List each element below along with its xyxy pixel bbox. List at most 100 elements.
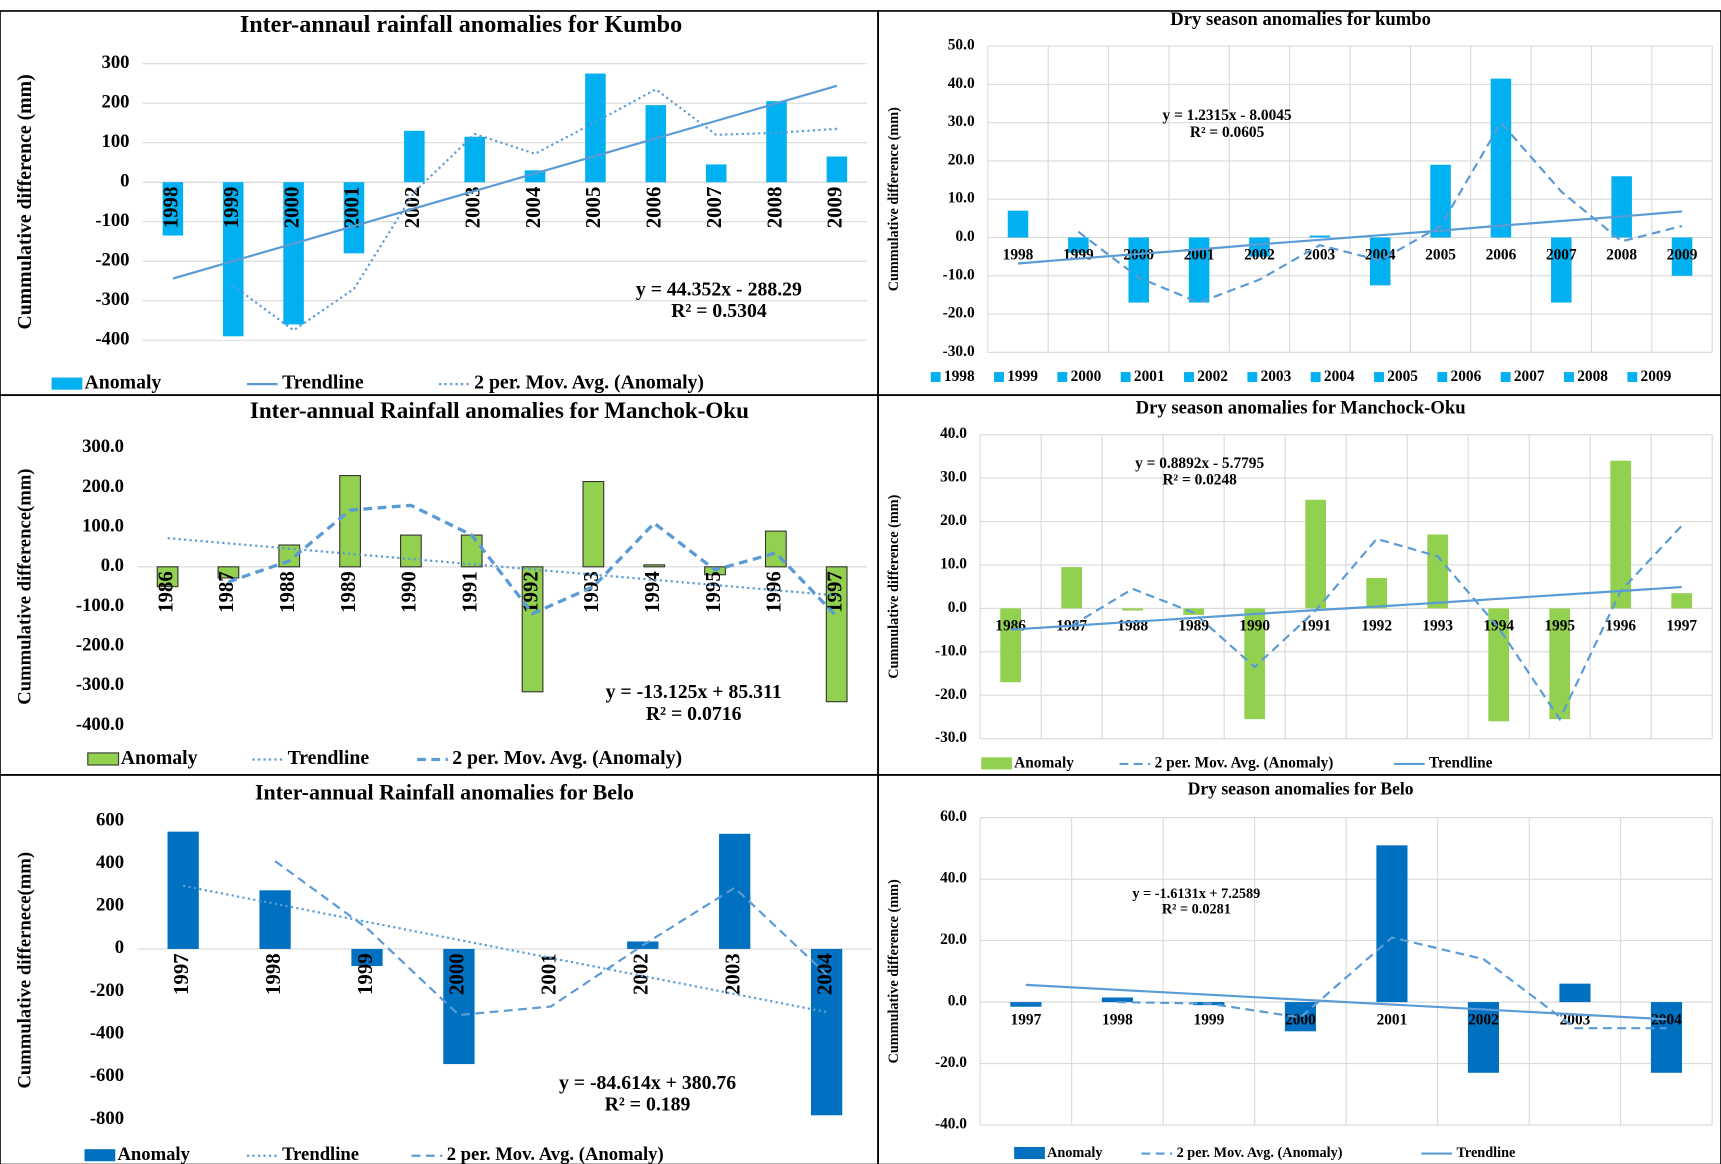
x-tick-label: 1992 [518,571,542,613]
x-tick-label: 2002 [1244,247,1275,264]
bar [521,566,544,693]
x-tick-label: 1987 [214,571,238,613]
bar [1650,1002,1683,1073]
r-squared: R² = 0.0248 [1162,472,1237,489]
legend-swatch [1310,372,1321,382]
bar [1610,460,1632,609]
x-tick-label: 1997 [1011,1011,1042,1028]
y-tick-label: 40.0 [940,425,967,442]
legend-label: 2006 [1451,368,1482,385]
legend-swatch [1014,1146,1045,1160]
bar [343,182,365,254]
y-axis-label: Cummulative difference (mm) [14,74,36,329]
legend-label: 2007 [1514,368,1545,385]
y-tick-label: -200 [95,250,129,271]
x-tick-label: 2000 [1123,247,1154,264]
x-tick-label: 1999 [1063,247,1094,264]
bar [400,534,422,568]
legend-label: 2 per. Mov. Avg. (Anomaly) [474,372,704,394]
trend-equation: y = 0.8892x - 5.7795 [1135,455,1264,472]
r-squared: R² = 0.5304 [671,300,767,322]
legend-swatch [87,752,120,766]
x-tick-label: 1994 [1483,618,1514,635]
y-axis-label: Cummulative difference(mm) [15,469,36,705]
y-tick-label: 600 [96,809,124,830]
x-tick-label: 2000 [1285,1011,1316,1028]
bar [167,831,199,949]
x-tick-label: 1997 [822,571,846,613]
bar [645,105,667,183]
bar [1559,983,1591,1003]
y-tick-label: 100 [102,131,130,152]
bar [1611,176,1632,238]
figure-body: Inter-annaul rainfall anomalies for Kumb… [0,9,1721,1164]
y-tick-label: -200 [90,980,124,1001]
legend-swatch [1057,372,1068,382]
y-tick-label: -100.0 [76,595,124,616]
x-tick-label: 2005 [1425,247,1456,264]
bar [1101,997,1133,1003]
panel-border [877,10,1721,396]
bar [643,564,666,568]
y-tick-label: 0.0 [948,599,968,616]
y-tick-label: 10.0 [940,555,967,572]
bar [162,182,184,236]
y-tick-label: -40.0 [935,1116,967,1133]
legend-label: Trendline [288,747,370,769]
y-tick-label: 20.0 [940,512,967,529]
x-tick-label: 1995 [701,571,725,613]
bar [1249,237,1270,257]
y-tick-label: 200.0 [82,476,124,497]
bar [1671,593,1693,609]
y-tick-label: -10.0 [935,642,967,659]
trend-equation: y = 1.2315x - 8.0045 [1163,107,1292,124]
bar [1061,567,1083,609]
legend-label: Anomaly [121,747,198,769]
trend-equation: y = -13.125x + 85.311 [606,681,782,703]
legend-label: 2009 [1641,368,1672,385]
y-tick-label: -400.0 [76,714,124,735]
x-tick-label: 2009 [823,187,847,229]
line-series [1017,210,1683,265]
bar [1369,237,1391,286]
x-tick-label: 1997 [169,953,193,995]
bar [1010,1002,1042,1007]
y-tick-label: 30.0 [948,113,975,130]
r-squared: R² = 0.0605 [1190,124,1265,141]
legend-label: 2005 [1387,368,1418,385]
trend-equation: y = -1.6131x + 7.2589 [1132,886,1260,902]
bar [283,182,304,325]
bar [1068,237,1089,253]
x-tick-label: 2008 [1606,247,1637,264]
y-tick-label: -600 [90,1065,124,1086]
y-tick-label: 200 [96,895,124,916]
legend-label: 2 per. Mov. Avg. (Anomaly) [452,747,682,769]
x-tick-label: 1996 [762,571,786,613]
x-tick-label: 2007 [702,187,726,229]
line-series [1071,525,1683,722]
panel-border [877,394,1721,776]
legend-label: Trendline [282,372,364,394]
bar [217,566,240,579]
r-squared: R² = 0.0716 [646,703,742,725]
y-axis-label: Cummulative difference (mm) [886,494,902,678]
bar [1366,577,1388,609]
x-tick-label: 1986 [995,618,1026,635]
x-tick-label: 2003 [460,187,484,229]
legend-label: 2 per. Mov. Avg. (Anomaly) [447,1144,664,1164]
x-tick-label: 1989 [336,571,360,613]
x-tick-label: 2003 [1304,247,1335,264]
panel-border [877,774,1721,1164]
line-series [232,88,837,332]
legend-swatch [51,377,83,390]
bar [719,833,751,949]
legend-label: Anomaly [117,1144,190,1164]
x-tick-label: 1995 [1544,618,1575,635]
x-tick-label: 1999 [353,953,377,995]
x-tick-label: 1999 [219,187,243,229]
legend-swatch [1627,372,1638,382]
bar [156,566,179,588]
bar [460,534,483,568]
x-tick-label: 1998 [159,187,183,229]
bar [1244,608,1266,720]
